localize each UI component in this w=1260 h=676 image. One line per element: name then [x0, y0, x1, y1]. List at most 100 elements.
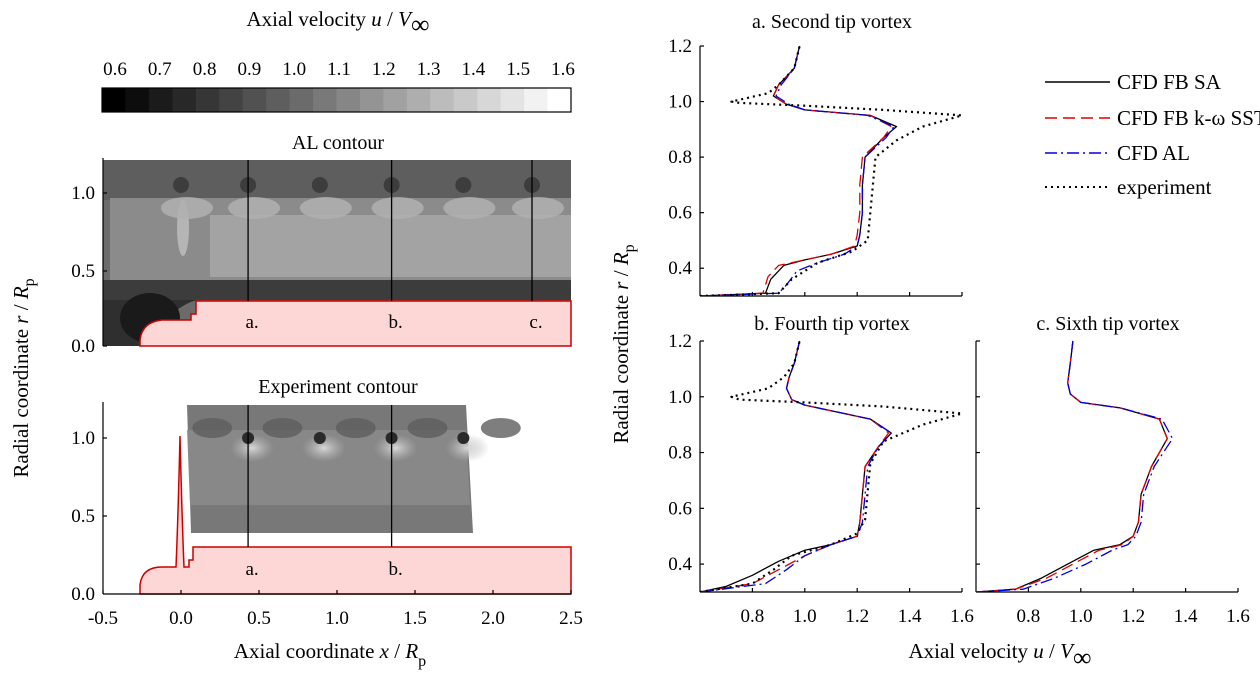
exp-hub-shape [139, 435, 572, 595]
profile-xtick: 1.0 [793, 606, 817, 627]
svg-text:CFD FB k-ω SST: CFD FB k-ω SST [1117, 106, 1260, 130]
colorbar-tick: 1.4 [462, 59, 486, 80]
profile-xtick: 0.8 [741, 606, 765, 627]
al-ytick-1: 0.5 [71, 261, 95, 282]
station-label: b. [388, 559, 402, 580]
al-hub [139, 300, 572, 347]
series-line-cfd-fb-k-sst [700, 45, 892, 296]
al-hub-shape [139, 300, 572, 347]
legend-entry-al: CFD AL [1045, 141, 1190, 165]
al-ytick-0: 0.0 [71, 336, 95, 357]
exp-xtick: 2.0 [481, 608, 505, 629]
profile-xtick: 1.6 [950, 606, 974, 627]
vortex-core [455, 177, 472, 193]
legend-entry-fb-sa: CFD FB SA [1045, 70, 1222, 94]
colorbar-tick-labels: 0.6 0.7 0.8 0.9 1.0 1.1 1.2 1.3 1.4 1.5 1.6 [103, 59, 575, 80]
profile-xtick: 1.2 [845, 606, 869, 627]
exp-contour-title: Experiment contour [258, 376, 418, 398]
exp-ytick-0: 0.0 [71, 584, 95, 605]
colorbar: Axial velocity u / V∞ 0.6 0.7 0.8 0.9 1.0 1.1… [101, 7, 575, 113]
profile-ytick: 1.0 [668, 92, 692, 113]
colorbar-cell [406, 88, 431, 112]
colorbar-tick: 1.1 [327, 59, 351, 80]
profile-xtick: 1.2 [1121, 606, 1145, 627]
profile-c-panel: 0.8 1.0 1.2 1.4 1.6 [975, 340, 1250, 627]
colorbar-tick: 1.6 [551, 59, 575, 80]
colorbar-cell [148, 88, 173, 112]
exp-xtick: 2.5 [559, 608, 583, 629]
colorbar-tick: 1.2 [372, 59, 396, 80]
profile-xlabel: Axial velocity u / V∞ [908, 639, 1091, 672]
series-line-cfd-fb-sa [976, 340, 1168, 592]
exp-axes: 0.0 0.5 1.0 -0.5 0.0 0.5 1.0 1.5 2.0 2.5 [71, 402, 583, 629]
exp-xtick-labels: -0.5 0.0 0.5 1.0 1.5 2.0 2.5 [88, 590, 583, 629]
colorbar-cell [289, 88, 314, 112]
profile-xtick: 1.4 [898, 606, 922, 627]
station-label: a. [245, 312, 258, 333]
colorbar-cell [500, 88, 525, 112]
profile-a-panel: 0.4 0.6 0.8 1.0 1.2 [668, 36, 964, 297]
profile-xtick: 0.8 [1017, 606, 1041, 627]
colorbar-cell [219, 88, 244, 112]
exp-ytick-2: 1.0 [71, 428, 95, 449]
colorbar-cell [430, 88, 455, 112]
colorbar-tick: 0.8 [193, 59, 217, 80]
colorbar-label: Axial velocity u / V∞ [246, 7, 429, 39]
series-line-cfd-al [976, 340, 1174, 592]
exp-hub [139, 435, 572, 595]
svg-text:CFD AL: CFD AL [1117, 141, 1190, 165]
series-line-cfd-fb-k-sst [976, 340, 1168, 592]
colorbar-tick: 1.0 [282, 59, 306, 80]
colorbar-cell [359, 88, 384, 112]
colorbar-tick: 0.6 [103, 59, 127, 80]
series-line-cfd-al [700, 45, 895, 296]
station-label: a. [245, 559, 258, 580]
colorbar-tick: 1.3 [417, 59, 441, 80]
colorbar-cell [453, 88, 478, 112]
profile-ytick: 1.2 [668, 36, 692, 57]
station-label: b. [388, 312, 402, 333]
vortex-core [173, 177, 189, 193]
colorbar-scale [102, 88, 572, 112]
colorbar-cell [172, 88, 197, 112]
profile-ytick: 1.2 [668, 331, 692, 352]
exp-xtick: -0.5 [88, 608, 118, 629]
profile-xtick: 1.0 [1069, 606, 1093, 627]
colorbar-cell [242, 88, 267, 112]
svg-text:CFD FB SA: CFD FB SA [1117, 70, 1222, 94]
series-line-cfd-fb-sa [700, 340, 892, 592]
exp-xtick: 1.5 [403, 608, 427, 629]
legend: CFD FB SA CFD FB k-ω SST CFD AL experime… [1045, 70, 1260, 199]
profile-xtick: 1.6 [1226, 606, 1250, 627]
colorbar-cell [336, 88, 361, 112]
legend-entry-fb-sst: CFD FB k-ω SST [1045, 106, 1260, 130]
colorbar-cell [524, 88, 549, 112]
station-label: c. [529, 312, 542, 333]
profile-a-title: a. Second tip vortex [752, 11, 912, 33]
profile-ytick: 0.8 [668, 147, 692, 168]
colorbar-frame [101, 87, 572, 113]
al-contour-title: AL contour [292, 132, 384, 154]
colorbar-cell [477, 88, 502, 112]
profile-b-panel: 0.4 0.6 0.8 1.0 1.2 0.8 1.0 1.2 1.4 1.6 [668, 331, 974, 627]
exp-contour-plot [187, 405, 521, 533]
legend-entry-experiment: experiment [1045, 175, 1212, 199]
colorbar-cell [383, 88, 408, 112]
colorbar-cell [313, 88, 337, 112]
al-ytick-2: 1.0 [71, 183, 95, 204]
al-axes: 0.0 0.5 1.0 [71, 158, 107, 357]
svg-text:experiment: experiment [1117, 175, 1212, 199]
series-line-experiment [700, 340, 964, 592]
profile-xtick: 1.4 [1174, 606, 1198, 627]
profile-ytick: 1.0 [668, 387, 692, 408]
profile-c-title: c. Sixth tip vortex [1036, 313, 1179, 335]
colorbar-cell [195, 88, 220, 112]
profile-ytick: 0.4 [668, 258, 692, 279]
series-line-cfd-fb-sa [700, 45, 898, 296]
contour-xlabel: Axial coordinate x / Rp [234, 639, 426, 670]
colorbar-cell [102, 88, 126, 112]
vortex-core [457, 432, 470, 444]
vortex-core [311, 177, 328, 193]
profile-ytick: 0.6 [668, 498, 692, 519]
